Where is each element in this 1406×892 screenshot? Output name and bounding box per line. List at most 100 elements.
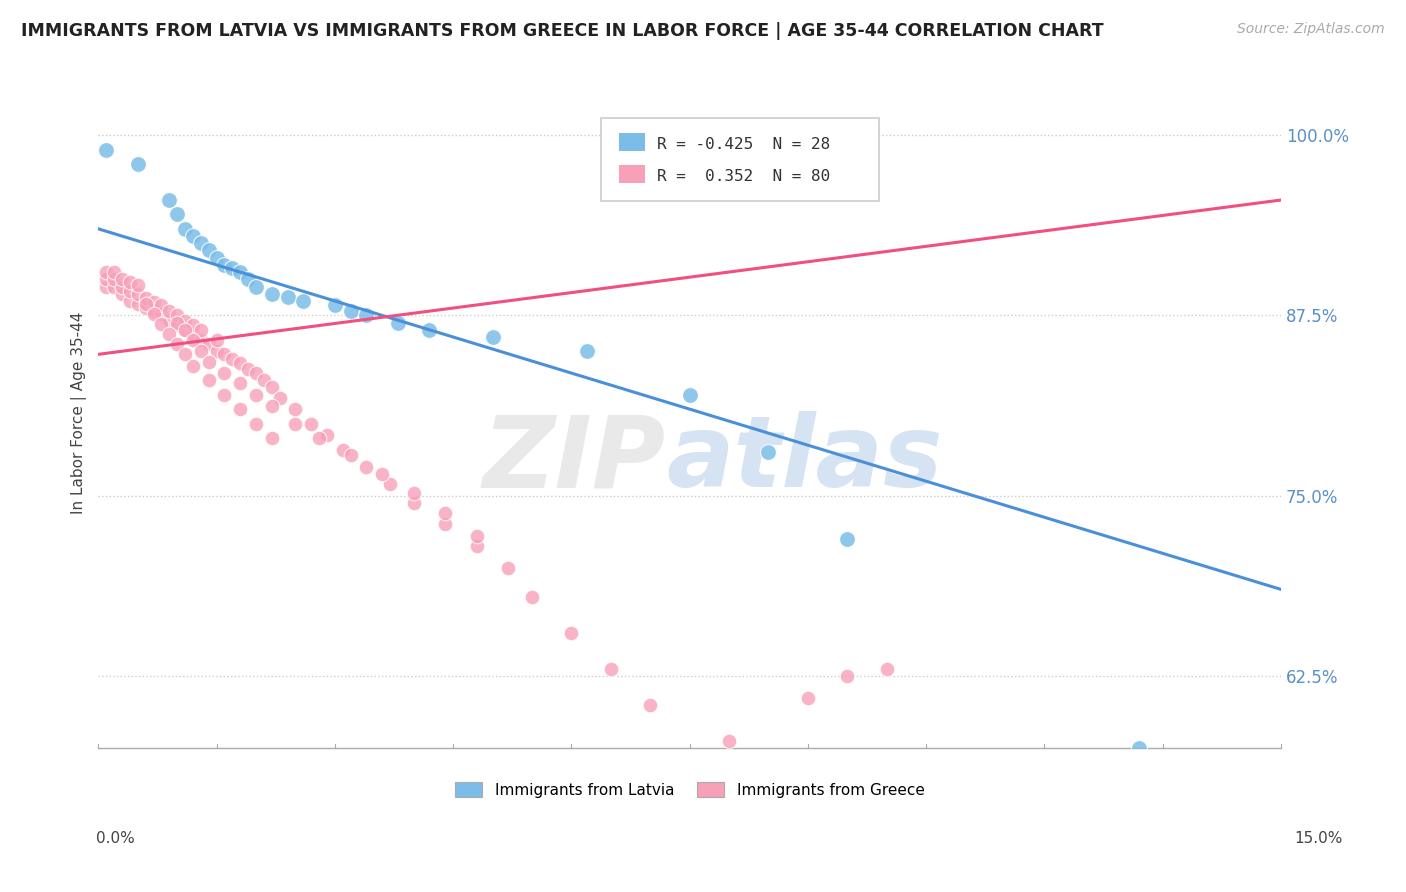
Point [253, 373, 276, 387]
Point [166, 337, 188, 351]
Point [299, 417, 322, 431]
Point [181, 327, 204, 342]
Point [498, 561, 520, 575]
Point [876, 662, 898, 676]
Point [229, 402, 252, 417]
Point [96, 272, 118, 286]
Point [166, 309, 188, 323]
Point [277, 290, 299, 304]
Point [260, 380, 283, 394]
Point [181, 359, 204, 373]
Point [837, 532, 859, 546]
Point [142, 307, 165, 321]
Point [127, 278, 149, 293]
Point [284, 417, 307, 431]
Point [576, 344, 599, 359]
Point [118, 284, 141, 298]
Point [174, 323, 197, 337]
Point [465, 539, 488, 553]
Text: 15.0%: 15.0% [1295, 831, 1343, 847]
Point [837, 669, 859, 683]
Point [150, 298, 173, 312]
Point [118, 293, 141, 308]
Point [718, 734, 741, 748]
Point [284, 402, 307, 417]
Text: 0.0%: 0.0% [96, 831, 135, 847]
Point [758, 445, 780, 459]
Point [142, 295, 165, 310]
Legend: Immigrants from Latvia, Immigrants from Greece: Immigrants from Latvia, Immigrants from … [449, 776, 931, 804]
Point [205, 344, 228, 359]
Point [166, 318, 188, 333]
Point [197, 244, 219, 258]
Point [157, 312, 180, 326]
Point [418, 323, 440, 337]
Point [332, 442, 354, 457]
Point [599, 662, 621, 676]
Point [135, 301, 157, 315]
Point [150, 307, 173, 321]
Point [142, 304, 165, 318]
Point [190, 323, 212, 337]
Point [96, 265, 118, 279]
Text: IMMIGRANTS FROM LATVIA VS IMMIGRANTS FROM GREECE IN LABOR FORCE | AGE 35-44 CORR: IMMIGRANTS FROM LATVIA VS IMMIGRANTS FRO… [21, 22, 1104, 40]
Point [339, 304, 361, 318]
Point [181, 229, 204, 244]
Point [638, 698, 661, 712]
Point [127, 297, 149, 311]
Point [127, 286, 149, 301]
Text: Source: ZipAtlas.com: Source: ZipAtlas.com [1237, 22, 1385, 37]
Point [205, 251, 228, 265]
Point [190, 236, 212, 251]
Point [387, 316, 409, 330]
Point [174, 347, 197, 361]
Point [481, 330, 503, 344]
Point [150, 317, 173, 331]
Point [221, 260, 243, 275]
Point [308, 431, 330, 445]
Point [197, 337, 219, 351]
Point [245, 417, 267, 431]
Point [434, 506, 457, 520]
Point [356, 459, 378, 474]
Point [679, 387, 702, 401]
Point [96, 143, 118, 157]
Point [127, 157, 149, 171]
Point [111, 272, 134, 286]
FancyBboxPatch shape [600, 118, 879, 202]
Point [229, 356, 252, 370]
Point [181, 318, 204, 333]
Point [434, 517, 457, 532]
Point [797, 690, 820, 705]
Text: R = -0.425  N = 28: R = -0.425 N = 28 [657, 137, 830, 152]
Point [174, 314, 197, 328]
Point [111, 279, 134, 293]
Point [190, 344, 212, 359]
Point [520, 590, 543, 604]
Point [229, 376, 252, 391]
Point [236, 272, 259, 286]
Point [214, 366, 236, 380]
Point [174, 222, 197, 236]
Text: R =  0.352  N = 80: R = 0.352 N = 80 [657, 169, 830, 184]
Point [378, 477, 401, 491]
Point [236, 361, 259, 376]
Point [103, 279, 125, 293]
Y-axis label: In Labor Force | Age 35-44: In Labor Force | Age 35-44 [72, 311, 87, 514]
Point [166, 316, 188, 330]
Point [190, 333, 212, 347]
Point [260, 286, 283, 301]
Point [157, 193, 180, 207]
Point [229, 265, 252, 279]
Text: atlas: atlas [666, 411, 942, 508]
Point [118, 275, 141, 289]
Point [214, 258, 236, 272]
Point [560, 625, 582, 640]
Point [269, 391, 291, 405]
Point [135, 291, 157, 305]
Point [371, 467, 394, 481]
Point [197, 373, 219, 387]
Point [103, 265, 125, 279]
Point [174, 323, 197, 337]
Text: ZIP: ZIP [484, 411, 666, 508]
